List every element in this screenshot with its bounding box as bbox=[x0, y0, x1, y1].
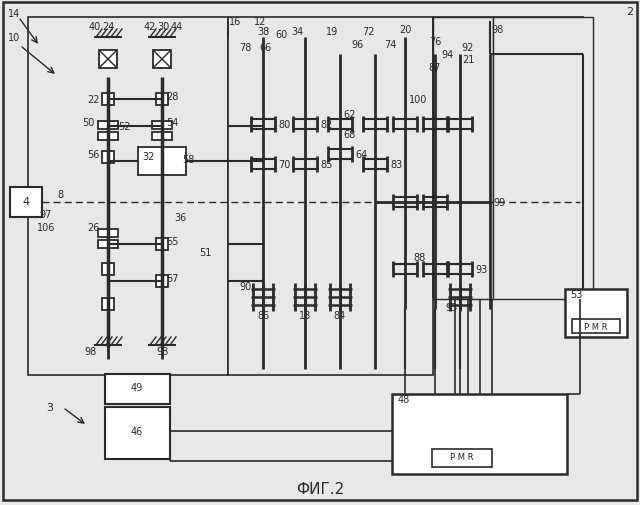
Bar bbox=[156, 94, 168, 106]
Text: 99: 99 bbox=[494, 197, 506, 208]
Text: 14: 14 bbox=[8, 9, 20, 19]
Text: 36: 36 bbox=[174, 213, 186, 223]
Text: 38: 38 bbox=[257, 27, 269, 37]
Text: 4: 4 bbox=[22, 196, 29, 207]
Bar bbox=[105, 407, 170, 459]
Text: 98: 98 bbox=[84, 346, 96, 357]
Bar bbox=[102, 298, 114, 311]
Text: 26: 26 bbox=[87, 223, 99, 232]
Text: 100: 100 bbox=[409, 95, 427, 105]
Bar bbox=[433, 18, 493, 299]
Text: 54: 54 bbox=[166, 118, 178, 128]
Text: P M R: P M R bbox=[451, 452, 474, 462]
Text: 22: 22 bbox=[87, 95, 99, 105]
Text: 56: 56 bbox=[87, 149, 99, 160]
Text: 88: 88 bbox=[414, 252, 426, 263]
Bar bbox=[228, 18, 433, 375]
Text: 76: 76 bbox=[429, 37, 441, 47]
Text: 24: 24 bbox=[102, 22, 114, 32]
Text: 60: 60 bbox=[275, 30, 287, 40]
Text: 94: 94 bbox=[442, 50, 454, 60]
Text: 28: 28 bbox=[166, 92, 178, 102]
Text: 72: 72 bbox=[362, 27, 374, 37]
Text: 92: 92 bbox=[462, 43, 474, 53]
Text: 97: 97 bbox=[40, 210, 52, 220]
Bar bbox=[98, 240, 118, 248]
Bar bbox=[432, 449, 492, 467]
Text: 96: 96 bbox=[352, 40, 364, 50]
Text: 16: 16 bbox=[229, 17, 241, 27]
Bar bbox=[98, 133, 118, 141]
Bar bbox=[28, 18, 228, 375]
Text: 57: 57 bbox=[166, 274, 179, 283]
Text: 80: 80 bbox=[278, 120, 291, 130]
Text: 50: 50 bbox=[82, 118, 94, 128]
Bar bbox=[102, 152, 114, 164]
Text: 20: 20 bbox=[399, 25, 411, 35]
Bar bbox=[156, 238, 168, 250]
Text: 12: 12 bbox=[254, 17, 266, 27]
Text: 74: 74 bbox=[384, 40, 396, 50]
Circle shape bbox=[483, 195, 497, 210]
Text: 68: 68 bbox=[344, 130, 356, 140]
Text: 53: 53 bbox=[570, 289, 582, 299]
Bar bbox=[98, 122, 118, 130]
Text: 8: 8 bbox=[57, 189, 63, 199]
Bar bbox=[152, 133, 172, 141]
Text: ФИГ.2: ФИГ.2 bbox=[296, 482, 344, 496]
Text: 30: 30 bbox=[157, 22, 169, 32]
Text: 90: 90 bbox=[239, 281, 251, 291]
Bar bbox=[10, 188, 42, 218]
Bar bbox=[156, 275, 168, 287]
Text: 93: 93 bbox=[446, 302, 458, 313]
Text: 49: 49 bbox=[131, 382, 143, 392]
Text: 64: 64 bbox=[355, 149, 367, 160]
Text: 86: 86 bbox=[257, 311, 269, 320]
Text: 93: 93 bbox=[475, 265, 487, 274]
Bar bbox=[102, 94, 114, 106]
Text: 44: 44 bbox=[171, 22, 183, 32]
Text: 46: 46 bbox=[131, 426, 143, 436]
Text: 48: 48 bbox=[398, 394, 410, 404]
Text: 58: 58 bbox=[182, 155, 194, 165]
Bar bbox=[138, 147, 186, 176]
Text: 78: 78 bbox=[239, 43, 251, 53]
Bar bbox=[98, 230, 118, 237]
Text: P M R: P M R bbox=[584, 322, 608, 331]
Text: 34: 34 bbox=[291, 27, 303, 37]
Text: 2: 2 bbox=[627, 7, 634, 17]
Bar bbox=[565, 289, 627, 337]
Text: 66: 66 bbox=[259, 43, 271, 53]
Text: 40: 40 bbox=[89, 22, 101, 32]
Bar bbox=[572, 319, 620, 333]
Text: 55: 55 bbox=[166, 236, 179, 246]
Text: 70: 70 bbox=[278, 160, 291, 170]
Text: 62: 62 bbox=[344, 110, 356, 120]
Bar bbox=[102, 264, 114, 275]
Text: 85: 85 bbox=[320, 160, 332, 170]
Text: 21: 21 bbox=[462, 55, 474, 65]
Text: 18: 18 bbox=[299, 311, 311, 320]
Text: 87: 87 bbox=[429, 63, 441, 73]
Bar bbox=[152, 122, 172, 130]
Text: 51: 51 bbox=[199, 247, 211, 258]
Bar bbox=[105, 374, 170, 404]
Text: 98: 98 bbox=[492, 25, 504, 35]
Text: 19: 19 bbox=[326, 27, 338, 37]
Text: 83: 83 bbox=[390, 160, 403, 170]
Bar bbox=[433, 18, 583, 297]
Text: 3: 3 bbox=[47, 402, 54, 412]
Text: 52: 52 bbox=[118, 122, 131, 132]
Text: 82: 82 bbox=[320, 120, 332, 130]
Text: 42: 42 bbox=[144, 22, 156, 32]
Text: 98: 98 bbox=[156, 346, 168, 357]
Text: 84: 84 bbox=[334, 311, 346, 320]
Text: 32: 32 bbox=[142, 152, 154, 162]
Bar bbox=[153, 51, 171, 69]
Bar bbox=[99, 51, 117, 69]
Text: 106: 106 bbox=[37, 223, 55, 232]
Bar bbox=[493, 18, 593, 299]
Text: 10: 10 bbox=[8, 33, 20, 43]
Bar bbox=[392, 394, 567, 474]
